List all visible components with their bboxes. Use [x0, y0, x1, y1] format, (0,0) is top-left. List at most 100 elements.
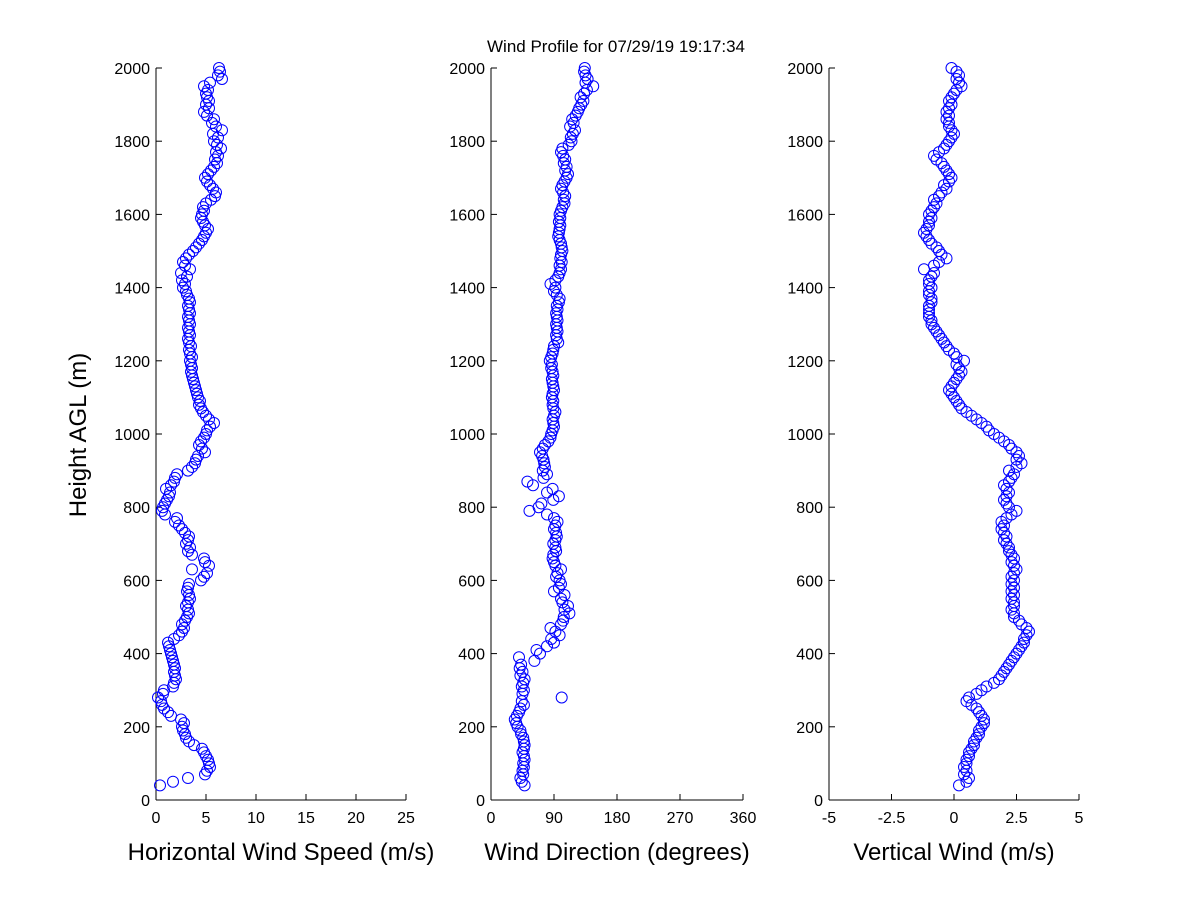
y-tick-label: 1200: [114, 354, 150, 371]
data-point: [948, 87, 960, 100]
data-point: [514, 702, 527, 715]
data-point: [186, 548, 198, 561]
data-point: [517, 735, 530, 748]
data-point: [998, 519, 1010, 532]
data-point: [940, 113, 953, 126]
data-point: [548, 636, 560, 649]
data-point: [204, 761, 216, 774]
data-point: [1010, 453, 1023, 466]
y-tick-label: 1200: [787, 354, 823, 371]
data-point: [201, 424, 213, 437]
y-tick-label: 0: [141, 793, 150, 810]
data-point: [210, 120, 222, 133]
data-point: [556, 179, 569, 192]
data-point: [211, 138, 223, 151]
data-point: [1000, 537, 1013, 550]
data-point: [178, 717, 190, 730]
data-point: [965, 742, 978, 755]
x-axis-label: Horizontal Wind Speed (m/s): [128, 839, 435, 866]
data-point: [1013, 449, 1025, 462]
data-point: [216, 72, 228, 85]
data-point: [1008, 596, 1020, 609]
data-point: [943, 135, 955, 148]
data-point: [518, 739, 531, 752]
data-point: [213, 62, 225, 74]
data-point: [198, 570, 210, 583]
data-point: [1023, 625, 1035, 638]
data-point: [215, 142, 227, 155]
data-point: [578, 62, 591, 74]
x-tick-label: 360: [730, 810, 757, 827]
data-point: [162, 706, 174, 719]
data-point: [1005, 578, 1018, 591]
y-tick-label: 1800: [449, 134, 485, 151]
data-point: [925, 204, 938, 217]
data-point: [205, 164, 217, 177]
data-point: [1005, 570, 1018, 583]
data-point: [1005, 592, 1018, 605]
data-point: [955, 365, 968, 378]
data-point: [207, 182, 219, 195]
data-point: [1013, 643, 1025, 656]
data-point: [199, 446, 211, 459]
data-point: [551, 567, 564, 580]
data-point: [1018, 636, 1030, 649]
data-point: [551, 515, 564, 528]
y-tick-label: 600: [458, 573, 485, 590]
data-point: [528, 654, 541, 667]
y-tick-label: 200: [458, 720, 485, 737]
data-point: [1003, 464, 1015, 477]
y-tick-label: 1000: [114, 427, 150, 444]
x-tick-label: 0: [152, 810, 161, 827]
panel-horizontal-wind-speed: 0 200 400 600 800 1000 1200 1400 1600 1800 2000 0 5 1…: [114, 61, 434, 866]
data-point: [562, 138, 575, 151]
data-point: [508, 713, 521, 726]
data-point: [184, 329, 196, 342]
data-point: [1015, 640, 1028, 653]
data-point: [514, 772, 527, 785]
data-point: [552, 581, 565, 594]
panel-wind-direction: 0 200 400 600 800 1000 1200 1400 1600 1800 2000 0 90…: [449, 61, 756, 866]
data-point: [950, 395, 963, 408]
data-point: [163, 640, 175, 653]
y-tick-label: 1800: [114, 134, 150, 151]
y-tick-label: 200: [123, 720, 150, 737]
y-tick-label: 1400: [449, 281, 485, 298]
data-point: [183, 578, 195, 591]
data-point: [943, 384, 955, 397]
data-point: [958, 354, 970, 367]
data-point: [923, 208, 935, 221]
data-point: [963, 691, 975, 704]
data-point: [950, 373, 963, 386]
data-point: [183, 530, 195, 543]
data-point: [546, 552, 559, 565]
data-point: [574, 91, 587, 104]
data-point: [1003, 486, 1015, 499]
data-point: [1008, 589, 1020, 602]
y-tick-label: 1000: [449, 427, 485, 444]
data-point: [166, 651, 178, 664]
y-axis-label: Height AGL (m): [65, 353, 92, 518]
data-point: [918, 263, 930, 276]
data-point: [197, 201, 209, 214]
data-point: [541, 508, 553, 521]
data-point: [198, 80, 210, 93]
x-tick-label: 25: [397, 810, 415, 827]
data-point: [203, 413, 215, 426]
y-tick-label: 1600: [449, 207, 485, 224]
y-tick-label: 1600: [787, 207, 823, 224]
data-point: [181, 585, 193, 598]
x-tick-label: 20: [347, 810, 365, 827]
data-point: [173, 519, 185, 532]
x-tick-label: 0: [950, 810, 959, 827]
data-point: [517, 731, 530, 744]
data-point: [578, 65, 591, 78]
data-point: [546, 347, 559, 360]
data-point: [188, 376, 200, 389]
data-point: [165, 479, 177, 492]
data-point: [177, 255, 189, 268]
data-point: [953, 779, 965, 792]
data-point: [552, 296, 565, 309]
data-point: [995, 523, 1008, 536]
